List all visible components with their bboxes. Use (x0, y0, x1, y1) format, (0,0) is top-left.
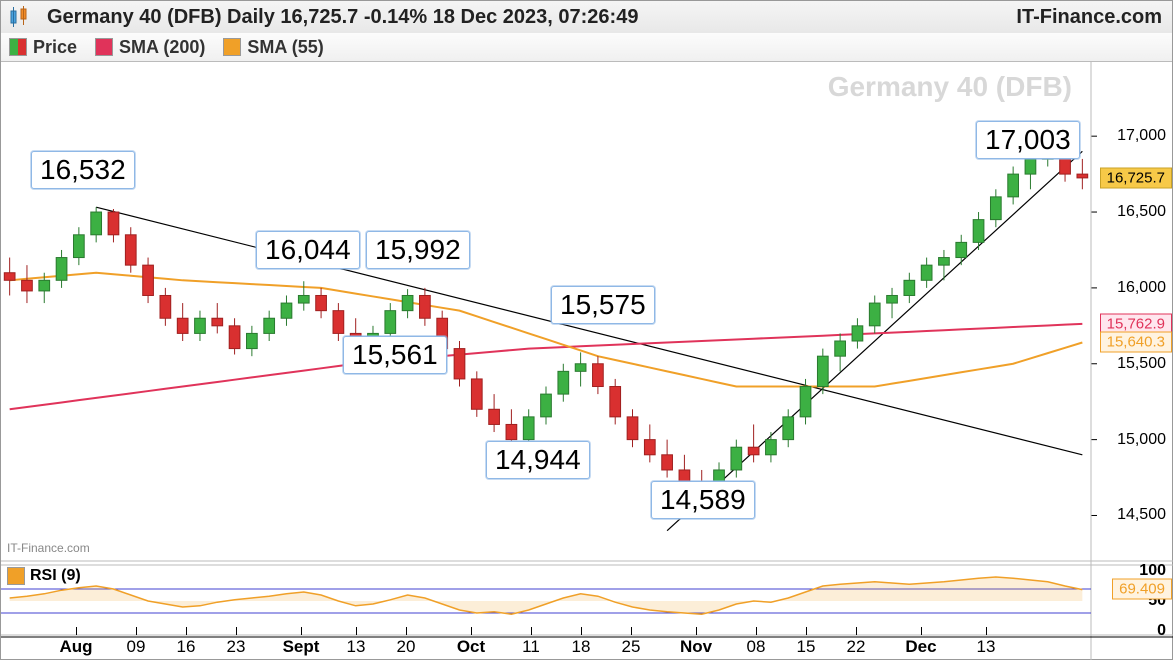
legend-sma55-label: SMA (55) (247, 37, 323, 58)
footer-watermark: IT-Finance.com (7, 541, 90, 555)
x-axis-label: 08 (747, 637, 766, 657)
chart-title: Germany 40 (DFB) Daily 16,725.7 -0.14% 1… (47, 6, 638, 29)
x-tick (921, 627, 922, 635)
x-axis-label: 16 (177, 637, 196, 657)
rsi-swatch (7, 567, 25, 585)
price-annotation: 16,044 (256, 231, 360, 269)
price-swatch (9, 38, 27, 56)
sma200-swatch (95, 38, 113, 56)
x-tick (236, 627, 237, 635)
x-axis-label: 13 (347, 637, 366, 657)
sma55-swatch (223, 38, 241, 56)
legend-sma200-label: SMA (200) (119, 37, 205, 58)
x-tick (856, 627, 857, 635)
x-axis-label: Sept (283, 637, 320, 657)
price-axis-current: 15,640.3 (1100, 332, 1172, 353)
chart-header: Germany 40 (DFB) Daily 16,725.7 -0.14% 1… (1, 1, 1172, 34)
x-tick (531, 627, 532, 635)
price-annotation: 15,575 (551, 286, 655, 324)
x-tick (986, 627, 987, 635)
y-axis-label: 16,500 (1117, 203, 1166, 221)
x-axis-label: 11 (522, 637, 540, 657)
price-annotation: 17,003 (976, 121, 1080, 159)
x-axis-label: 09 (127, 637, 146, 657)
x-tick (756, 627, 757, 635)
candle-icon (1, 1, 41, 33)
x-tick (581, 627, 582, 635)
x-axis-label: 18 (572, 637, 591, 657)
rsi-legend[interactable]: RSI (9) (7, 567, 81, 585)
rsi-level-label: 100 (1139, 562, 1166, 580)
x-axis-label: 20 (397, 637, 416, 657)
x-tick (806, 627, 807, 635)
x-tick (406, 627, 407, 635)
legend-bar: Price SMA (200) SMA (55) (1, 33, 1172, 62)
price-annotation: 15,992 (366, 231, 470, 269)
y-axis-label: 15,500 (1117, 355, 1166, 373)
x-axis-label: Aug (59, 637, 92, 657)
legend-price-label: Price (33, 37, 77, 58)
legend-sma55[interactable]: SMA (55) (223, 37, 323, 58)
rsi-current-label: 69.409 (1112, 579, 1172, 600)
x-axis-label: Nov (680, 637, 712, 657)
brand-label: IT-Finance.com (1016, 6, 1162, 29)
x-tick (301, 627, 302, 635)
y-axis-label: 15,000 (1117, 431, 1166, 449)
x-tick (631, 627, 632, 635)
x-axis-label: Oct (457, 637, 485, 657)
y-axis-label: 16,000 (1117, 279, 1166, 297)
x-tick (356, 627, 357, 635)
legend-price[interactable]: Price (9, 37, 77, 58)
x-axis-label: 15 (797, 637, 816, 657)
x-axis-label: 23 (227, 637, 246, 657)
x-tick (76, 627, 77, 635)
price-annotation: 14,944 (486, 441, 590, 479)
x-axis-label: Dec (905, 637, 936, 657)
y-axis-label: 14,500 (1117, 506, 1166, 524)
x-tick (186, 627, 187, 635)
chart-area[interactable]: Germany 40 (DFB) IT-Finance.com RSI (9) … (1, 61, 1172, 659)
price-annotation: 14,589 (651, 481, 755, 519)
price-axis-current: 16,725.7 (1100, 167, 1172, 188)
x-tick (696, 627, 697, 635)
rsi-label-text: RSI (9) (30, 567, 81, 585)
y-axis-label: 17,000 (1117, 127, 1166, 145)
x-tick (471, 627, 472, 635)
price-annotation: 15,561 (343, 336, 447, 374)
chart-root: Germany 40 (DFB) Daily 16,725.7 -0.14% 1… (0, 0, 1173, 660)
x-tick (136, 627, 137, 635)
price-annotation: 16,532 (31, 151, 135, 189)
rsi-level-label: 0 (1157, 622, 1166, 640)
x-axis-label: 25 (622, 637, 641, 657)
legend-sma200[interactable]: SMA (200) (95, 37, 205, 58)
x-axis-label: 22 (847, 637, 866, 657)
x-axis-label: 13 (977, 637, 996, 657)
